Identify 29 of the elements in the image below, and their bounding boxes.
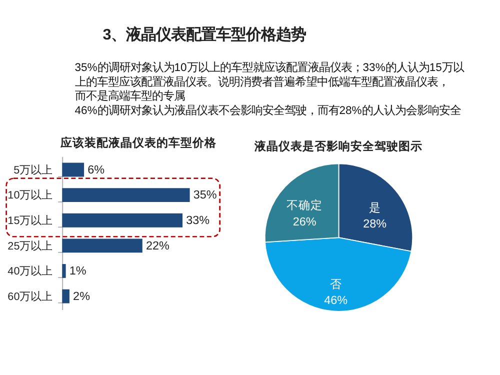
data-label: 26% [292, 215, 316, 228]
y-tick-label: 5万以上 [14, 163, 53, 176]
data-label: 2% [73, 290, 90, 303]
bar [62, 289, 70, 304]
bar [62, 188, 190, 202]
y-tick-label: 25万以上 [8, 239, 53, 252]
y-tick-label: 40万以上 [8, 264, 53, 278]
bar [62, 213, 182, 228]
slice-label: 不确定 [286, 198, 323, 212]
text: 3、液晶仪表配置车型价格趋势 [102, 25, 306, 44]
y-tick-label: 15万以上 [8, 214, 53, 227]
data-label: 1% [69, 264, 86, 278]
chart-title: 液晶仪表是否影响安全驾驶图示 [254, 139, 423, 154]
slice-label: 是 [368, 201, 381, 214]
text: 46%的调研对象认为液晶仪表不会影响安全驾驶，而有28%的人认为会影响安全 [74, 104, 461, 118]
data-label: 35% [193, 188, 217, 202]
data-label: 46% [324, 294, 348, 308]
chart-title: 应该装配液晶仪表的车型价格 [60, 136, 218, 150]
text: 35%的调研对象认为10万以上的车型就应该配置液晶仪表；33%的人认为15万以上的车型应该配置液晶仪表。说明消费者普遍希望中低端车型配置液晶仪表，而不是高端车型的专属 [74, 60, 464, 103]
slice-label: 否 [330, 278, 342, 291]
bar [62, 264, 66, 278]
y-tick-label: 60万以上 [8, 290, 53, 303]
data-label: 22% [146, 239, 170, 252]
y-tick-label: 10万以上 [8, 188, 53, 202]
data-label: 6% [88, 163, 105, 176]
data-label: 33% [186, 214, 210, 227]
bar [62, 238, 142, 253]
data-label: 28% [363, 217, 387, 230]
bar [62, 162, 84, 177]
